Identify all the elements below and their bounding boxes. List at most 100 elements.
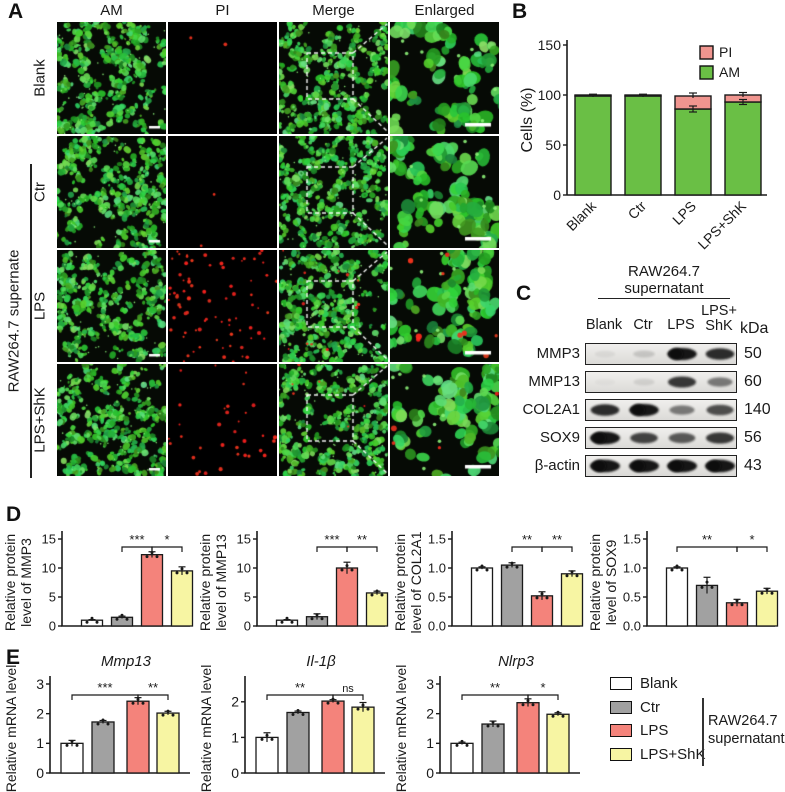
svg-text:0: 0 (553, 187, 561, 203)
legend-swatch (610, 677, 632, 690)
bar-blank (470, 567, 494, 627)
lane-label-lps-shk: LPS+ ShK (701, 303, 737, 335)
blot-bands (633, 376, 733, 388)
micro-image-lps-merge (279, 250, 388, 362)
panel-b-letter: B (512, 0, 528, 23)
micro-image-lps-shk-merge (279, 364, 388, 476)
svg-text:3: 3 (426, 676, 434, 692)
blot-strip-col2a1 (585, 399, 737, 421)
panel-e-letter: E (6, 646, 21, 669)
bars (470, 561, 584, 627)
bar-blank (60, 742, 84, 774)
sig-bracket (151, 546, 183, 552)
sig-label: *** (97, 680, 112, 695)
band (633, 378, 655, 386)
y-axis-label: Relative protein (587, 534, 603, 631)
sig-label: ** (148, 680, 158, 695)
sig-bracket (527, 694, 559, 700)
micro-image-blank-enl (390, 22, 499, 134)
lane-label-blank: Blank (585, 317, 623, 333)
svg-text:0: 0 (231, 765, 239, 781)
micro-image-ctr-enl (390, 136, 499, 248)
sig-bracket (346, 546, 378, 552)
sig-bracket (137, 694, 169, 700)
svg-text:0: 0 (244, 619, 251, 634)
legend-swatch-am (699, 65, 714, 80)
bar-ctr (500, 564, 524, 627)
legend-group-bracket (702, 698, 704, 766)
legend-label: LPS (640, 722, 669, 739)
sig-label: * (164, 532, 169, 547)
svg-text:10: 10 (237, 561, 251, 576)
y-axis-label: Relative protein (392, 534, 408, 631)
sig-bracket (266, 694, 334, 700)
legend-swatch (610, 701, 632, 714)
band (592, 460, 606, 472)
group-bracket-line (30, 164, 32, 478)
sig-label: *** (324, 532, 339, 547)
band (669, 405, 695, 415)
legend-item-blank: Blank (610, 675, 678, 692)
kda-value: 60 (744, 373, 762, 390)
y-ticks: 0 1 2 (231, 694, 245, 781)
micro-image-lps-enl (390, 250, 499, 362)
y-axis-label: Relative mRNA level (198, 665, 214, 792)
sig-bracket (332, 694, 364, 700)
y-ticks: 0 5 10 15 (42, 532, 62, 634)
legend: PI AM (699, 44, 740, 80)
legend-item-lps-shk: LPS+ShK (610, 746, 705, 763)
axes (61, 531, 190, 627)
blot-bands (590, 459, 735, 473)
sig-bracket (541, 546, 573, 552)
panel-a-letter: A (8, 0, 24, 23)
bar-blank (450, 742, 474, 774)
sig-bracket (736, 546, 768, 552)
bar-am-ctr (624, 95, 662, 196)
chart-title: Nlrp3 (498, 653, 535, 670)
sig-bracket (71, 694, 139, 700)
bar-lps+shk (351, 706, 375, 774)
panel-d-letter: D (6, 503, 22, 526)
sig-label: ** (490, 680, 500, 695)
band (633, 350, 655, 358)
bar-lps+shk (170, 570, 194, 627)
sig-label: * (540, 680, 545, 695)
band (669, 348, 683, 360)
bar-ctr (286, 711, 310, 774)
bar-lps (126, 700, 150, 774)
bar-ctr (481, 723, 505, 774)
y-axis-label: Relative protein (197, 534, 213, 631)
legend-label: LPS+ShK (640, 746, 706, 763)
bar-lps (321, 700, 345, 774)
blot-strip-mmp13 (585, 371, 737, 393)
svg-text:0.0: 0.0 (428, 619, 446, 634)
band (669, 460, 683, 472)
bar-ctr (110, 616, 134, 627)
bar-blank (275, 619, 299, 627)
panel-b-chart-container: 0 50 100 150 Cells (%) Blank Ctr LPS LPS+ShK PI AM (515, 26, 785, 252)
svg-text:1.5: 1.5 (428, 532, 446, 547)
panel-d-charts: 0 5 10 15 Relative protein level of MMP3 *** * 0… (0, 506, 785, 646)
sig-bracket (461, 694, 529, 700)
y-ticks: 0.0 0.5 1.0 1.5 (623, 532, 647, 634)
y-axis-label: level of MMP13 (213, 534, 229, 631)
bar-lps+shk (755, 590, 779, 627)
y-axis-label: Relative mRNA level (3, 665, 19, 792)
sig-label: ns (342, 683, 354, 695)
svg-text:15: 15 (42, 532, 56, 547)
legend-label: Blank (640, 675, 678, 692)
panel-a: A AM PI Merge Enlarged RAW264.7 supernate B… (0, 0, 505, 490)
blot-bands (590, 431, 734, 445)
protein-label-col2a1: COL2A1 (522, 401, 580, 418)
y-axis-label: Relative protein (2, 534, 18, 631)
bar-ctr (91, 721, 115, 774)
svg-text:1: 1 (36, 735, 44, 751)
svg-text:1.0: 1.0 (428, 561, 446, 576)
sig-label: ** (295, 680, 305, 695)
y-axis-label: level of SOX9 (603, 539, 619, 625)
band (707, 377, 733, 387)
column-header-am: AM (100, 2, 123, 19)
svg-text:5: 5 (244, 590, 251, 605)
svg-text:0.0: 0.0 (623, 619, 641, 634)
